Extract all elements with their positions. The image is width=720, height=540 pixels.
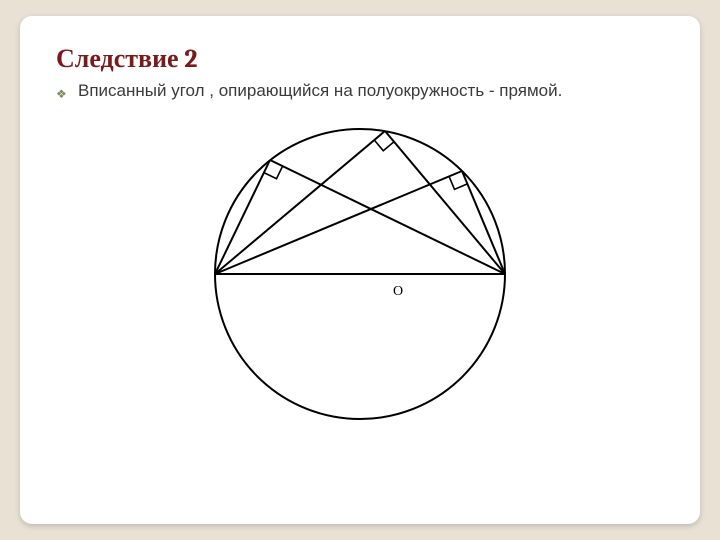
body-paragraph: ❖ Вписанный угол , опирающийся на полуок… (56, 80, 664, 103)
inscribed-angle-diagram: О (195, 109, 525, 429)
svg-text:О: О (393, 284, 403, 299)
slide-title: Следствие 2 (56, 44, 664, 74)
body-text: Вписанный угол , опирающийся на полуокру… (78, 81, 562, 100)
diamond-bullet-icon: ❖ (56, 86, 67, 102)
figure-container: О (56, 109, 664, 429)
slide-frame: Следствие 2 ❖ Вписанный угол , опирающий… (0, 0, 720, 540)
slide-card: Следствие 2 ❖ Вписанный угол , опирающий… (20, 16, 700, 524)
